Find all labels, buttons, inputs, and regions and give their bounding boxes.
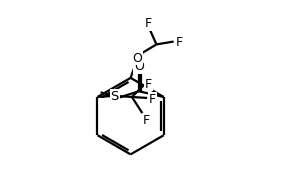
Text: F: F [145,78,152,91]
Text: F: F [142,114,149,127]
Text: O: O [132,52,142,65]
Text: F: F [149,93,156,106]
Text: F: F [144,17,151,30]
Text: O: O [134,61,144,74]
Text: F: F [176,36,183,48]
Text: S: S [111,90,119,103]
